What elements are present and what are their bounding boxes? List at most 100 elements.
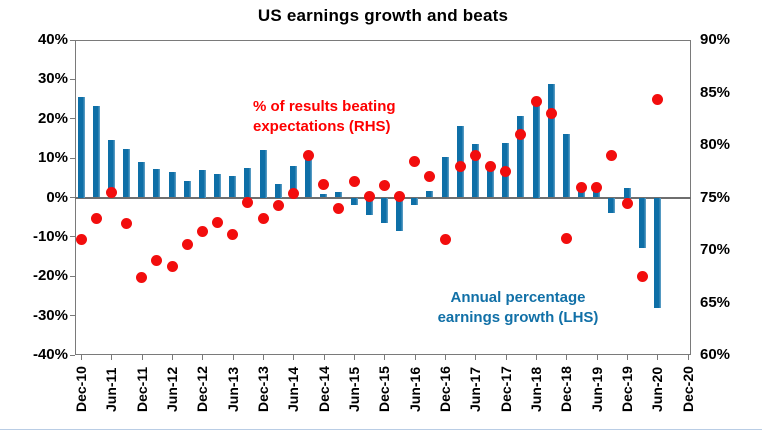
x-tick: [111, 355, 113, 360]
dot-Dec-18: [560, 232, 572, 244]
x-label-Jun-14: Jun-14: [285, 366, 302, 412]
dot-Dec-10: [75, 234, 87, 245]
y-left-label--30%: -30%: [32, 306, 68, 324]
bar-Mar-20: [638, 197, 646, 248]
chart-title: US earnings growth and beats: [257, 6, 509, 25]
y-right-label-65%: 65%: [700, 293, 731, 311]
bar-Mar-15: [335, 191, 343, 198]
y-left-label-40%: 40%: [37, 31, 68, 48]
y-left-label-20%: 20%: [37, 109, 68, 127]
bar-Dec-15: [380, 197, 388, 224]
y-right-label-70%: 70%: [700, 241, 731, 258]
y-left-tick: [70, 275, 75, 277]
bar-Mar-13: [214, 174, 222, 198]
chart-bottom-edge: [0, 429, 762, 430]
x-label-Jun-20: Jun-20: [649, 366, 666, 412]
dot-Jun-18: [530, 96, 542, 108]
dot-Dec-13: [257, 213, 269, 224]
bar-Jun-13: [229, 176, 237, 198]
bar-Mar-12: [153, 169, 161, 198]
bar-Mar-16: [396, 197, 404, 231]
bar-Dec-10: [77, 97, 85, 198]
x-label-Dec-20: Dec-20: [679, 366, 696, 412]
x-tick: [202, 355, 204, 360]
lhs-series-annotation: Annual percentage earnings growth (LHS): [418, 288, 618, 328]
x-label-Jun-11: Jun-11: [103, 367, 120, 412]
x-label-Dec-17: Dec-17: [497, 366, 514, 412]
bar-Dec-19: [623, 187, 631, 198]
bar-Dec-16: [441, 157, 449, 198]
x-label-Dec-16: Dec-16: [437, 366, 454, 412]
x-tick: [566, 355, 568, 360]
dot-Jun-14: [287, 187, 299, 199]
bar-Sep-11: [123, 149, 130, 198]
x-tick: [414, 355, 416, 360]
y-left-tick: [70, 39, 75, 41]
x-label-Jun-13: Jun-13: [224, 366, 241, 412]
dot-Mar-16: [394, 190, 406, 202]
y-left-tick: [70, 118, 75, 120]
x-tick: [232, 355, 234, 360]
x-label-Jun-12: Jun-12: [164, 366, 181, 412]
bar-Jun-14: [289, 166, 297, 198]
bar-Sep-13: [244, 168, 252, 198]
x-label-Dec-12: Dec-12: [194, 366, 211, 412]
dot-Sep-16: [424, 171, 436, 182]
dot-Mar-12: [151, 255, 163, 266]
lhs-annotation-line1: Annual percentage: [450, 289, 586, 306]
dot-Dec-16: [439, 234, 451, 245]
x-tick: [354, 355, 356, 360]
dot-Jun-17: [469, 150, 481, 161]
bar-Jun-11: [107, 140, 115, 198]
x-tick: [263, 355, 265, 360]
y-left-tick: [70, 236, 75, 238]
x-tick: [687, 355, 689, 360]
x-label-Dec-11: Dec-11: [133, 366, 150, 412]
x-label-Jun-16: Jun-16: [406, 366, 423, 412]
bar-Jun-20: [653, 197, 661, 308]
bar-Jun-18: [532, 103, 540, 198]
y-left-label--20%: -20%: [32, 267, 68, 285]
x-label-Jun-15: Jun-15: [346, 366, 363, 412]
bar-Jun-17: [471, 143, 479, 198]
x-tick: [536, 355, 538, 360]
dot-Mar-19: [576, 181, 588, 193]
bar-Dec-11: [138, 162, 146, 198]
x-label-Dec-10: Dec-10: [73, 366, 89, 412]
dot-Sep-15: [363, 190, 375, 202]
dot-Mar-11: [90, 213, 102, 224]
y-right-label-80%: 80%: [700, 136, 731, 153]
dot-Dec-15: [378, 180, 390, 192]
x-tick: [172, 355, 174, 360]
bar-Jun-12: [168, 172, 176, 198]
x-label-Dec-18: Dec-18: [558, 366, 575, 412]
bar-Mar-11: [92, 105, 100, 198]
x-label-Jun-18: Jun-18: [528, 366, 545, 412]
bar-Mar-18: [517, 115, 525, 198]
y-left-tick: [70, 197, 75, 198]
bar-Sep-16: [426, 191, 434, 198]
y-right-label-60%: 60%: [700, 346, 731, 363]
x-label-Dec-15: Dec-15: [376, 366, 393, 412]
x-tick: [596, 355, 598, 360]
rhs-annotation-line2: expectations (RHS): [253, 118, 391, 135]
bar-Sep-15: [365, 197, 373, 215]
dot-Dec-11: [136, 271, 148, 283]
dot-Sep-11: [121, 218, 132, 230]
bar-Dec-12: [198, 169, 206, 198]
y-right-label-90%: 90%: [700, 31, 731, 48]
x-tick: [81, 355, 82, 360]
x-label-Jun-19: Jun-19: [588, 366, 605, 412]
dot-Mar-14: [272, 200, 284, 212]
y-right-label-75%: 75%: [700, 188, 731, 206]
y-left-label--40%: -40%: [32, 346, 68, 363]
x-tick: [384, 355, 386, 360]
dot-Sep-19: [606, 150, 618, 161]
dot-Sep-14: [303, 150, 315, 161]
dot-Dec-12: [196, 225, 208, 237]
dot-Sep-18: [545, 108, 557, 119]
y-right-label-85%: 85%: [700, 83, 731, 101]
x-label-Dec-13: Dec-13: [255, 366, 272, 412]
y-left-tick: [70, 157, 75, 159]
